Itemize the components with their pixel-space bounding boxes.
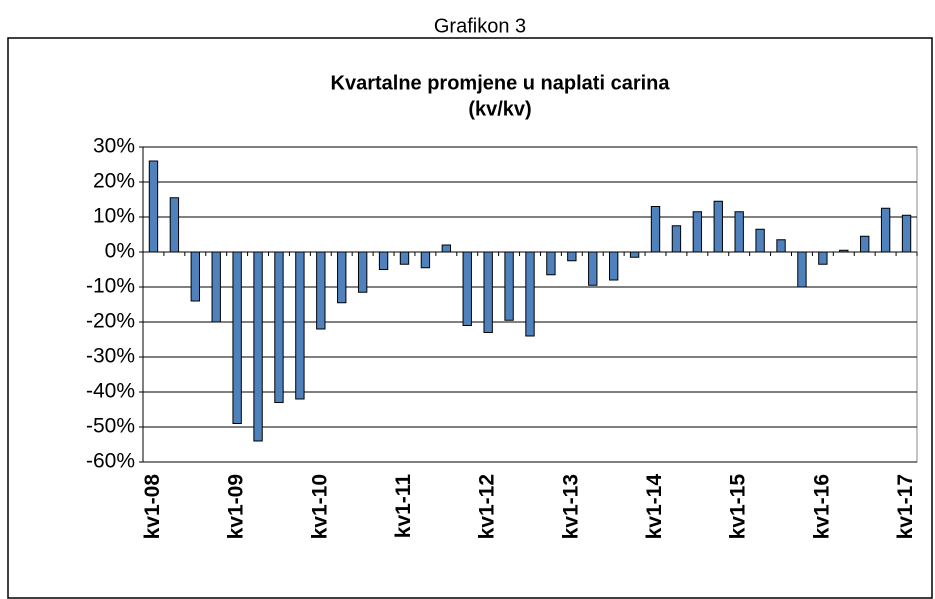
bar: [901, 214, 912, 253]
bar: [525, 251, 535, 337]
bar: [734, 211, 744, 253]
chart-title: Kvartalne promjene u naplati carina: [331, 72, 671, 94]
bar: [880, 207, 891, 253]
bar: [567, 251, 577, 262]
chart-subtitle: (kv/kv): [468, 98, 531, 120]
x-tick-label: kv1-11: [392, 474, 415, 539]
y-tick-label: -20%: [86, 310, 135, 333]
bar: [169, 197, 180, 253]
bar: [295, 251, 305, 400]
x-tick-label: kv1-14: [643, 474, 666, 540]
bar: [629, 251, 640, 258]
bar: [253, 251, 263, 442]
bar: [190, 251, 200, 302]
bar: [755, 228, 765, 253]
bar: [378, 251, 389, 270]
y-tick-label: 30%: [93, 135, 135, 158]
y-tick-label: -50%: [86, 415, 135, 438]
bar: [232, 251, 242, 424]
bar: [211, 251, 221, 323]
bar: [337, 251, 347, 304]
bar: [148, 160, 159, 253]
bar: [420, 251, 431, 269]
x-tick-label: kv1-16: [810, 474, 833, 539]
bar: [399, 251, 410, 265]
y-tick-label: -40%: [86, 380, 135, 403]
bar: [860, 235, 870, 253]
x-tick-label: kv1-12: [476, 474, 499, 539]
x-tick-label: kv1-08: [141, 474, 164, 540]
bar: [357, 251, 368, 293]
bar: [608, 251, 619, 281]
bar: [776, 239, 786, 253]
x-tick-label: kv1-17: [894, 474, 917, 539]
y-tick-label: -10%: [86, 275, 135, 298]
bar: [692, 211, 703, 253]
bar: [588, 251, 598, 286]
frame: [7, 37, 933, 599]
bar: [546, 251, 556, 276]
y-tick-label: -60%: [86, 450, 135, 473]
y-tick-label: -30%: [86, 345, 135, 368]
bar: [713, 200, 723, 253]
bar: [441, 244, 452, 253]
bar: [316, 251, 326, 330]
x-tick-label: kv1-10: [308, 474, 331, 539]
bar: [462, 251, 472, 326]
bar: [650, 206, 661, 253]
bar: [797, 251, 807, 288]
x-tick-label: kv1-09: [225, 474, 248, 539]
x-tick-label: kv1-13: [559, 474, 582, 539]
bar: [504, 251, 514, 321]
x-tick-label: kv1-15: [727, 474, 750, 540]
bar: [818, 251, 828, 265]
y-tick-label: 0%: [105, 240, 135, 263]
bar: [483, 251, 493, 333]
bar: [274, 251, 284, 403]
bar: [671, 225, 682, 253]
y-tick-label: 10%: [93, 205, 135, 228]
y-tick-label: 20%: [93, 170, 135, 193]
caption: Grafikon 3: [434, 15, 526, 37]
